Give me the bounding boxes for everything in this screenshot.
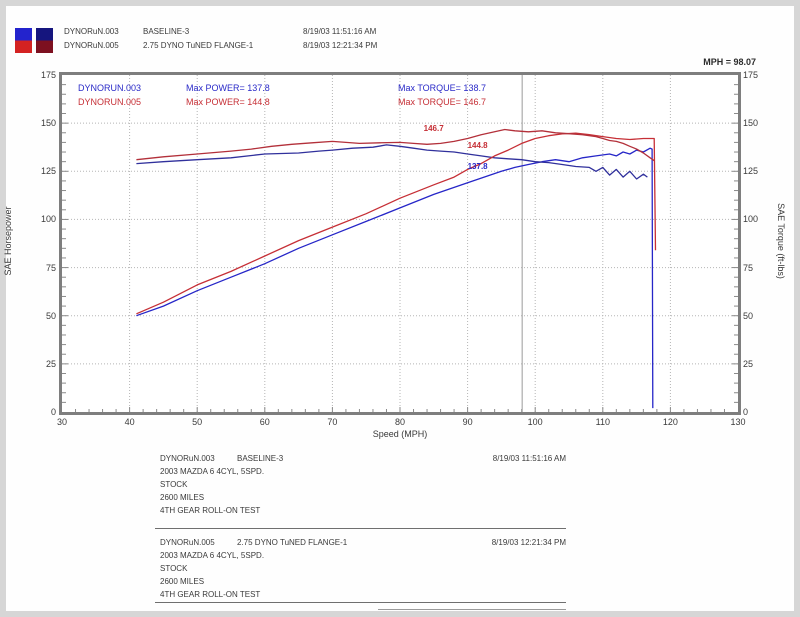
run-name: DYNORuN.003 bbox=[64, 27, 119, 36]
y-axis-left-tick-label: 75 bbox=[45, 262, 56, 273]
y-axis-left-tick-label: 125 bbox=[40, 166, 56, 177]
curve-run003-power bbox=[136, 147, 654, 409]
x-axis-tick-label: 110 bbox=[595, 417, 610, 427]
dyno-chart bbox=[59, 72, 741, 415]
run-spec-line: 4TH GEAR ROLL-ON TEST bbox=[160, 590, 261, 599]
run-desc: BASELINE-3 bbox=[143, 27, 190, 36]
run-desc: BASELINE-3 bbox=[237, 454, 284, 463]
y-axis-right-tick-label: 175 bbox=[743, 70, 759, 80]
legend-row-run005: DYNORuN.005 2.75 DYNO TuNED FLANGE-1 8/1… bbox=[64, 41, 584, 52]
run-spec-line: 2600 MILES bbox=[160, 493, 205, 502]
y-axis-left-tick-label: 175 bbox=[40, 70, 56, 80]
x-axis-tick-label: 130 bbox=[730, 417, 746, 427]
y-axis-right-tick-label: 0 bbox=[743, 407, 749, 417]
run-timestamp: 8/19/03 11:51:16 AM bbox=[303, 27, 377, 36]
run-spec-line: 4TH GEAR ROLL-ON TEST bbox=[160, 506, 261, 515]
chart-legend-run-name: DYNORUN.003 bbox=[78, 83, 142, 93]
legend-row-run003: DYNORuN.003 BASELINE-3 8/19/03 11:51:16 … bbox=[64, 27, 584, 38]
run-name: DYNORuN.005 bbox=[64, 41, 119, 50]
y-axis-right-tick-label: 75 bbox=[743, 262, 754, 273]
run-desc: 2.75 DYNO TuNED FLANGE-1 bbox=[143, 41, 254, 50]
max-torque-label: Max TORQUE= 146.7 bbox=[398, 97, 486, 107]
chart-legend-run003: DYNORUN.003 Max POWER= 137.8 Max TORQUE=… bbox=[78, 83, 638, 94]
y-axis-right-title: SAE Torque (ft-lbs) bbox=[776, 203, 786, 279]
y-axis-left-title: SAE Horsepower bbox=[3, 206, 13, 276]
run-spec-line: 2600 MILES bbox=[160, 577, 205, 586]
mph-cursor-readout: MPH = 98.07 bbox=[703, 57, 756, 67]
chart-legend-run005: DYNORUN.005 Max POWER= 144.8 Max TORQUE=… bbox=[78, 97, 638, 108]
run-timestamp: 8/19/03 11:51:16 AM bbox=[492, 454, 566, 463]
max-power-label: Max POWER= 144.8 bbox=[186, 97, 270, 107]
curve-run005-torque bbox=[136, 128, 655, 162]
plot-area bbox=[62, 75, 738, 412]
run-spec-line: STOCK bbox=[160, 564, 188, 573]
x-axis-tick-label: 50 bbox=[192, 417, 203, 427]
separator-line bbox=[155, 602, 566, 603]
x-axis-tick-label: 60 bbox=[259, 417, 270, 427]
footer-run-block: DYNORuN.003 BASELINE-3 8/19/03 11:51:16 AM… bbox=[160, 454, 566, 519]
x-axis-tick-label: 40 bbox=[124, 417, 135, 427]
y-axis-left-tick-label: 25 bbox=[45, 358, 56, 369]
run-timestamp: 8/19/03 12:21:34 PM bbox=[491, 538, 566, 547]
run-name: DYNORuN.003 bbox=[160, 454, 215, 463]
y-axis-right-tick-label: 100 bbox=[743, 214, 759, 225]
legend-color-chip-run005 bbox=[36, 28, 53, 53]
x-axis-tick-label: 90 bbox=[462, 417, 473, 427]
footer-run-block: DYNORuN.005 2.75 DYNO TuNED FLANGE-1 8/19/… bbox=[160, 538, 566, 603]
run-spec-line: 2003 MAZDA 6 4CYL, 5SPD. bbox=[160, 551, 265, 560]
run-spec-line: 2003 MAZDA 6 4CYL, 5SPD. bbox=[160, 467, 265, 476]
chart-legend-run-name: DYNORUN.005 bbox=[78, 97, 142, 107]
run-spec-line: STOCK bbox=[160, 480, 188, 489]
curve-annotation: 137.8 bbox=[467, 162, 488, 172]
y-axis-right-tick-label: 125 bbox=[743, 166, 759, 177]
curve-run005-power bbox=[136, 132, 657, 315]
y-axis-left-tick-label: 50 bbox=[45, 310, 56, 321]
y-axis-right-tick-label: 150 bbox=[743, 118, 759, 129]
separator-line bbox=[155, 528, 566, 529]
run-timestamp: 8/19/03 12:21:34 PM bbox=[303, 41, 378, 50]
curve-run003-torque bbox=[136, 144, 648, 180]
max-power-label: Max POWER= 137.8 bbox=[186, 83, 270, 93]
x-axis-title: Speed (MPH) bbox=[372, 429, 428, 439]
x-axis-tick-label: 100 bbox=[527, 417, 543, 427]
x-axis-tick-label: 30 bbox=[56, 417, 67, 427]
x-axis-tick-label: 120 bbox=[662, 417, 678, 427]
max-torque-label: Max TORQUE= 138.7 bbox=[398, 83, 486, 93]
curve-annotation: 144.8 bbox=[467, 141, 488, 151]
x-axis-tick-label: 70 bbox=[327, 417, 338, 427]
run-name: DYNORuN.005 bbox=[160, 538, 215, 547]
y-axis-left-tick-label: 100 bbox=[40, 214, 56, 225]
y-axis-right-tick-label: 50 bbox=[743, 310, 754, 321]
y-axis-right-tick-label: 25 bbox=[743, 358, 754, 369]
x-axis-tick-label: 80 bbox=[394, 417, 405, 427]
curve-annotation: 146.7 bbox=[423, 123, 444, 133]
y-axis-left-tick-label: 0 bbox=[50, 407, 56, 417]
y-axis-left-tick-label: 150 bbox=[40, 118, 56, 129]
run-desc: 2.75 DYNO TuNED FLANGE-1 bbox=[237, 538, 348, 547]
separator-line bbox=[378, 609, 566, 610]
legend-color-chip-run003 bbox=[15, 28, 32, 53]
